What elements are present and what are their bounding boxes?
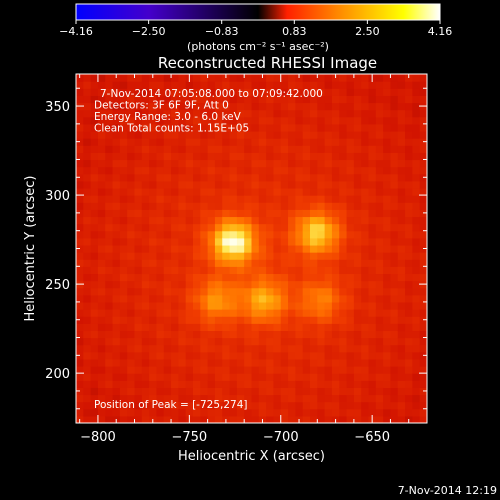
heatmap-image [76, 74, 427, 423]
colorbar-tick-label: 4.16 [428, 25, 453, 38]
x-tick-label: −750 [171, 430, 207, 445]
colorbar-tick-label: 2.50 [355, 25, 380, 38]
y-tick-label: 200 [45, 367, 70, 382]
colorbar [75, 3, 441, 21]
colorbar-tick-label: −2.50 [132, 25, 166, 38]
x-tick-label: −650 [354, 430, 390, 445]
info-line: Detectors: 3F 6F 9F, Att 0 [94, 100, 229, 112]
colorbar-units-label: (photons cm⁻² s⁻¹ asec⁻²) [187, 40, 329, 53]
x-axis-ticks: −800 −750 −700 −650 [79, 74, 428, 445]
x-axis-label: Heliocentric X (arcsec) [178, 449, 325, 464]
info-annotation: 7-Nov-2014 07:05:08.000 to 07:09:42.000D… [94, 88, 323, 135]
y-tick-label: 250 [45, 278, 70, 293]
info-line: Energy Range: 3.0 - 6.0 keV [94, 111, 242, 123]
colorbar-ticks: −4.16 −2.50 −0.83 0.83 2.50 4.16 [59, 20, 452, 38]
y-tick-label: 300 [45, 189, 70, 204]
info-line: 7-Nov-2014 07:05:08.000 to 07:09:42.000 [100, 88, 323, 100]
x-tick-label: −800 [80, 430, 116, 445]
colorbar-tick-label: 0.83 [282, 25, 307, 38]
peak-position-label: Position of Peak = [-725,274] [94, 399, 248, 411]
x-tick-label: −700 [263, 430, 299, 445]
colorbar-tick-label: −4.16 [59, 25, 93, 38]
chart-title: Reconstructed RHESSI Image [158, 54, 377, 72]
y-axis-ticks: 200 250 300 350 [45, 87, 427, 410]
y-axis-label: Heliocentric Y (arcsec) [23, 176, 38, 322]
y-tick-label: 350 [45, 100, 70, 115]
footer-timestamp: 7-Nov-2014 12:19 [398, 484, 497, 497]
colorbar-tick-label: −0.83 [205, 25, 239, 38]
info-line: Clean Total counts: 1.15E+05 [94, 123, 249, 135]
